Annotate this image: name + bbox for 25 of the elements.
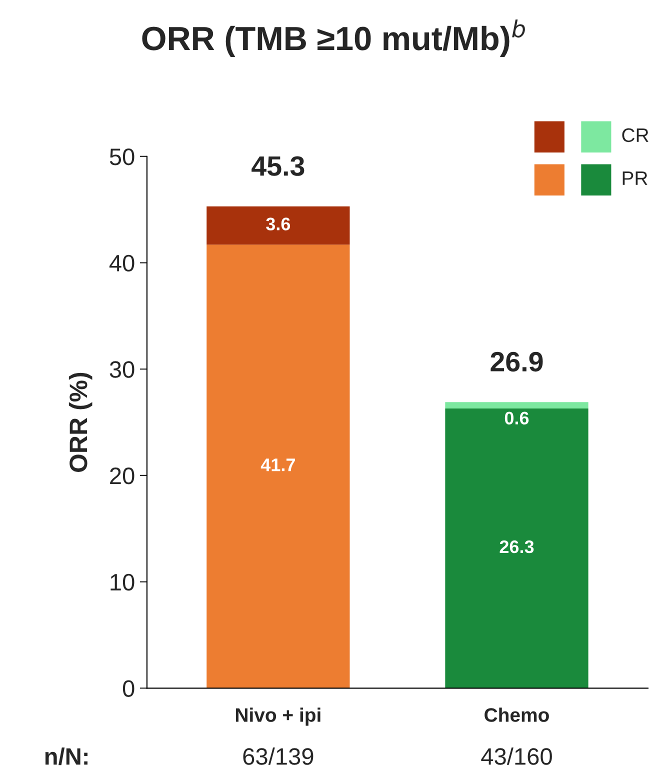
bar <box>206 244 350 688</box>
y-tick-label: 10 <box>110 574 134 591</box>
text: 43/160 <box>481 748 552 765</box>
chart-title: ORR (TMB ≥10 mut/Mb)$^{b}$ <box>142 20 525 57</box>
bar <box>206 206 350 245</box>
y-tick-label: 40 <box>109 254 134 272</box>
y-tick-label: 20 <box>110 468 134 484</box>
total-label: 45.3 <box>252 156 304 176</box>
bar <box>445 402 588 408</box>
x-tick-label: Nivo + ipi <box>236 708 320 726</box>
text: n/N: <box>45 748 88 766</box>
text: 63/139 <box>243 748 314 765</box>
y-tick-label: 30 <box>110 361 134 378</box>
bar <box>445 408 588 688</box>
legend-label: PR <box>622 172 648 185</box>
data-label: 26.3 <box>500 540 534 554</box>
x-tick-label: Chemo <box>484 708 549 722</box>
legend-label: CR <box>622 128 648 142</box>
data-label: 41.7 <box>260 458 295 472</box>
y-axis-title: ORR (%) <box>68 372 92 472</box>
total-label: 26.9 <box>490 352 543 372</box>
y-tick-label: 50 <box>110 148 134 166</box>
y-tick-label: 0 <box>122 680 134 697</box>
data-label: 0.6 <box>504 412 529 424</box>
data-label: 3.6 <box>266 218 290 230</box>
